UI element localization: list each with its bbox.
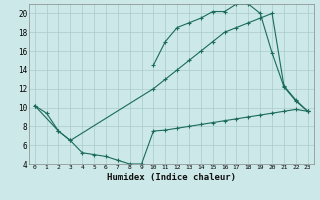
X-axis label: Humidex (Indice chaleur): Humidex (Indice chaleur) (107, 173, 236, 182)
